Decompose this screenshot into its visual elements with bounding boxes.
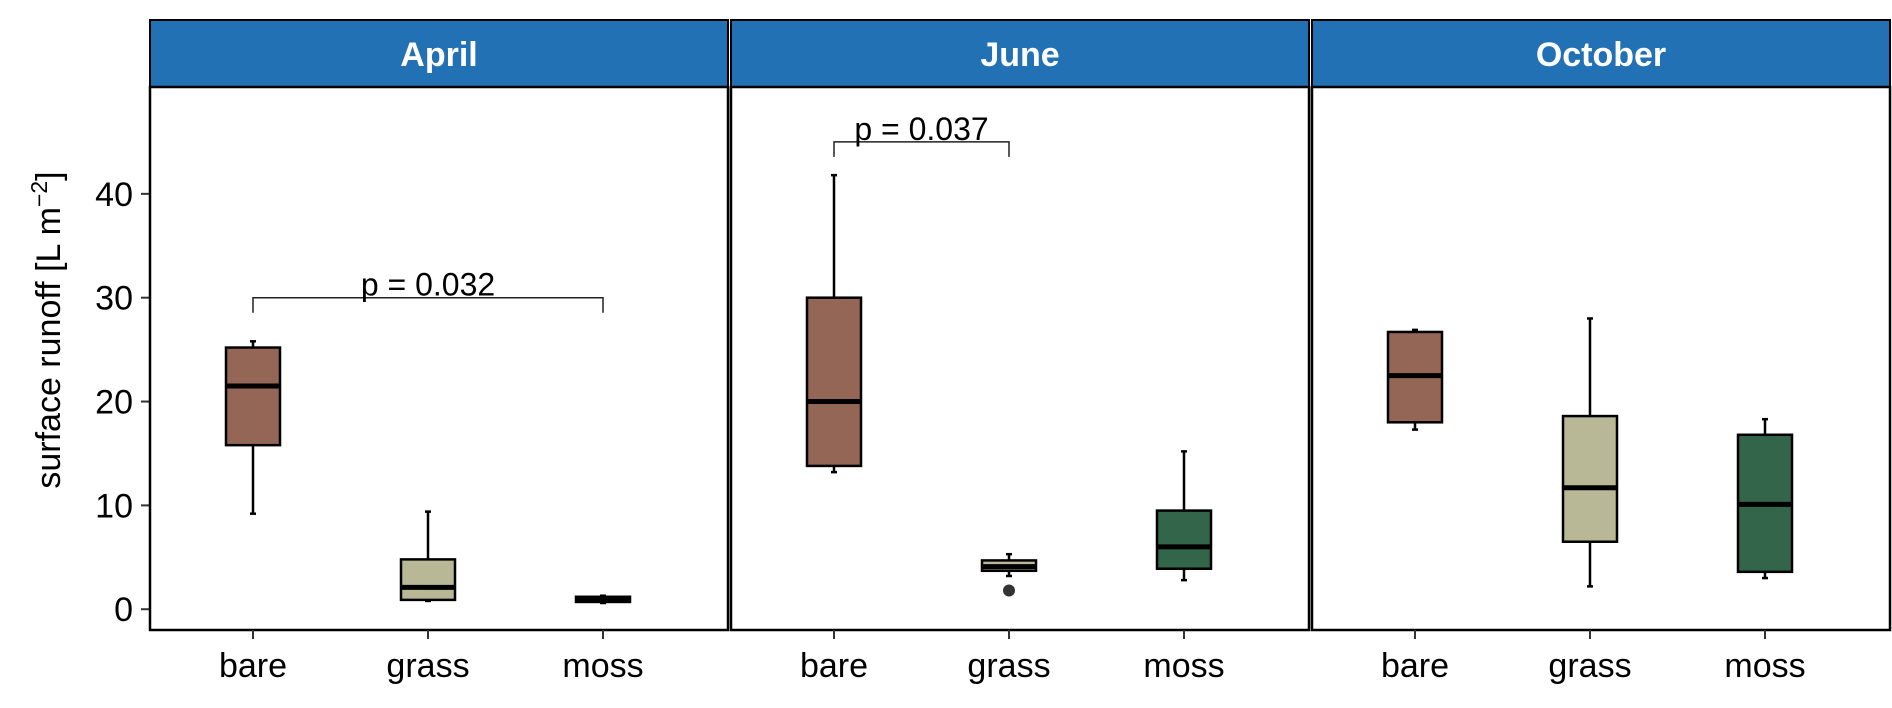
significance-bracket: p = 0.037 [833, 111, 1010, 157]
y-tick-label: 0 [114, 591, 133, 629]
outlier-point [1003, 584, 1015, 597]
y-axis-label-main: surface runoff [L m [30, 207, 68, 489]
panel-strip [1311, 19, 1891, 88]
x-tick-label: bare [800, 647, 868, 685]
panel-april: April bare grass moss p = 0.032 [148, 19, 730, 685]
x-tick-label: grass [967, 647, 1050, 685]
x-tick-label: moss [1724, 647, 1805, 685]
panel-strip [730, 19, 1310, 88]
box-body [1561, 414, 1619, 543]
panel-strip [149, 19, 729, 88]
box-bare [805, 173, 863, 474]
bracket-line [252, 296, 604, 313]
y-axis-label-superscript: −2 [26, 181, 52, 207]
y-tick-label: 40 [95, 176, 133, 214]
x-tick-label: bare [1381, 647, 1449, 685]
box-grass [1561, 317, 1619, 588]
panel-title: June [980, 36, 1059, 74]
box-moss [1736, 417, 1794, 580]
y-tick-label: 10 [95, 487, 133, 525]
y-tick-label: 30 [95, 280, 133, 318]
box-grass [399, 510, 457, 603]
box-moss [1155, 450, 1213, 582]
y-tick-label: 20 [95, 384, 133, 422]
y-axis-label-close: ] [30, 171, 68, 180]
x-tick-label: moss [1143, 647, 1224, 685]
svg-text:surface runoff [L m−2]: surface runoff [L m−2] [26, 171, 68, 488]
bracket-line [833, 141, 1010, 157]
y-axis-label: surface runoff [L m−2] [26, 171, 68, 488]
panel-title: October [1536, 36, 1666, 74]
x-tick-label: grass [386, 647, 469, 685]
x-tick-label: moss [562, 647, 643, 685]
box-bare [224, 340, 282, 515]
box-body [805, 296, 863, 468]
box-bare [1386, 328, 1444, 431]
x-tick-label: bare [219, 647, 287, 685]
significance-bracket: p = 0.032 [252, 267, 604, 313]
x-tick-label: grass [1548, 647, 1631, 685]
panel-title: April [400, 36, 477, 74]
p-value-label: p = 0.032 [361, 267, 495, 303]
box-grass [980, 552, 1038, 597]
p-value-label: p = 0.037 [854, 111, 988, 147]
panel-june: June bare grass moss p = 0.037 [729, 19, 1311, 685]
box-body [399, 558, 457, 602]
plot-area: 0 10 20 30 40 April bare grass moss p = 0.032 June… [95, 19, 1892, 685]
panel-october: October bare grass moss [1310, 19, 1892, 685]
box-body [224, 346, 282, 447]
box-body [1155, 509, 1213, 570]
box-moss [574, 594, 632, 605]
